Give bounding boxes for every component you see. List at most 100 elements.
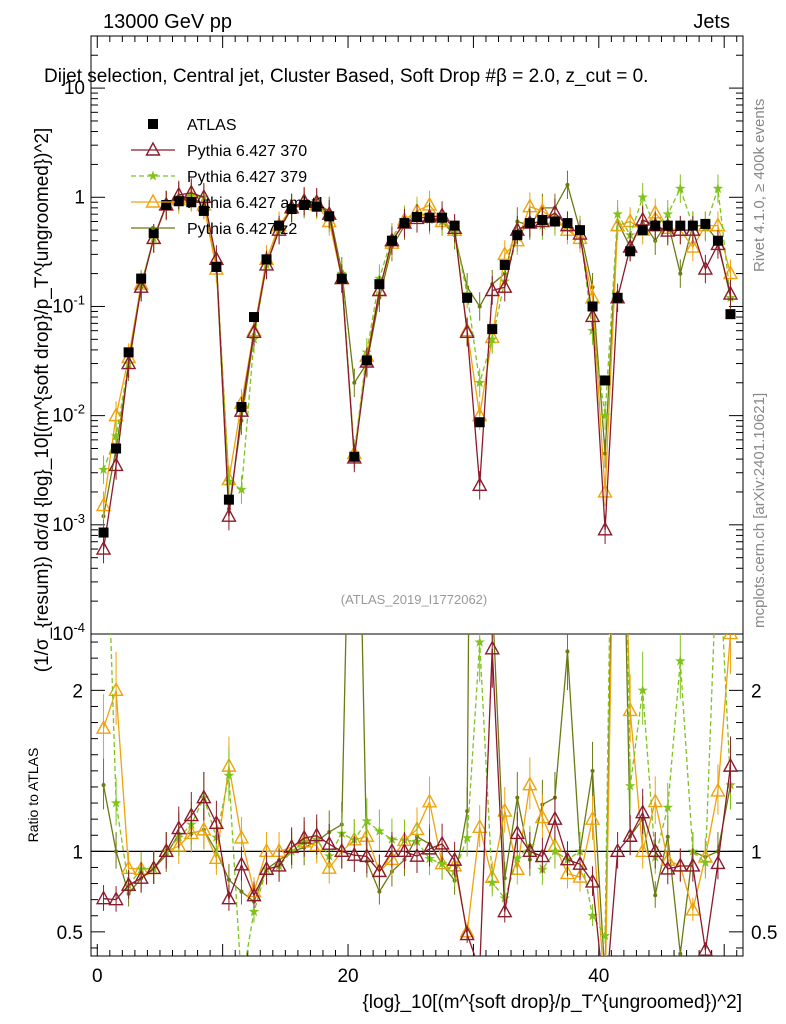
ratio-y-tick-label: 0.5 bbox=[57, 923, 83, 944]
y-tick-label: 10-2 bbox=[52, 402, 85, 427]
data-point bbox=[712, 235, 723, 246]
legend-marker bbox=[148, 119, 158, 129]
ratio-point bbox=[559, 865, 576, 880]
ratio-point bbox=[459, 926, 475, 941]
data-point bbox=[249, 312, 259, 323]
data-point bbox=[722, 285, 739, 300]
ratio-point bbox=[296, 829, 312, 844]
ratio-point bbox=[95, 719, 112, 734]
y-tick-label: 10-4 bbox=[52, 620, 85, 645]
ratio-point bbox=[171, 820, 187, 835]
data-point bbox=[324, 211, 335, 222]
ratio-point bbox=[465, 809, 470, 814]
ratio-point bbox=[271, 857, 287, 872]
data-point bbox=[110, 430, 122, 441]
ratio-data bbox=[95, 401, 739, 956]
ratio-point bbox=[675, 655, 686, 666]
ratio-point bbox=[374, 825, 385, 836]
data-point bbox=[612, 292, 623, 303]
ratio-point bbox=[208, 849, 225, 865]
data-point bbox=[424, 212, 435, 223]
ratio-point bbox=[722, 757, 739, 772]
data-point bbox=[650, 220, 661, 231]
ratio-y-axis-title: Ratio to ATLAS bbox=[25, 748, 41, 843]
legend-label: Pythia 6.427 ambt1 bbox=[187, 195, 325, 212]
data-point bbox=[497, 245, 513, 261]
ratio-point bbox=[110, 797, 122, 808]
ratio-point bbox=[208, 814, 225, 830]
ratio-point bbox=[512, 853, 523, 863]
data-point bbox=[484, 282, 500, 297]
data-point bbox=[437, 212, 448, 223]
main-data bbox=[95, 170, 739, 564]
ratio-point bbox=[461, 832, 473, 843]
data-point bbox=[196, 188, 212, 203]
ratio-point bbox=[490, 595, 494, 599]
ratio-point bbox=[584, 810, 601, 825]
rivet-label: Rivet 4.1.0, ≥ 400k events bbox=[751, 99, 768, 272]
ratio-point bbox=[622, 702, 638, 717]
ratio-point bbox=[515, 795, 520, 800]
x-axis-title: {log}_10[(m^{soft drop}/p_T^{ungroomed})… bbox=[362, 992, 742, 1013]
data-point bbox=[474, 377, 485, 388]
ratio-point bbox=[114, 849, 119, 854]
data-point bbox=[612, 208, 623, 219]
ratio-point bbox=[635, 804, 651, 819]
ratio-point bbox=[635, 842, 651, 858]
x-tick-label: 20 bbox=[337, 966, 358, 987]
legend-label: Pythia 6.427 z2 bbox=[187, 221, 297, 238]
series-line bbox=[102, 192, 732, 550]
data-point bbox=[95, 497, 112, 512]
ratio-point bbox=[590, 768, 595, 773]
ratio-series-pythia-6-427-370 bbox=[95, 634, 739, 956]
ratio-point bbox=[361, 815, 373, 826]
data-point bbox=[700, 218, 711, 229]
data-point bbox=[120, 355, 137, 370]
main-panel: 10-4 10-3 10-2 10-1 1 10 bbox=[52, 35, 744, 956]
data-point bbox=[98, 527, 109, 538]
ratio-point bbox=[98, 401, 109, 411]
series-line bbox=[102, 196, 732, 506]
ratio-point bbox=[434, 835, 450, 850]
data-point bbox=[712, 183, 724, 194]
data-point bbox=[625, 246, 636, 257]
data-point bbox=[111, 443, 122, 454]
ratio-y-tick-label: 2 bbox=[72, 681, 83, 702]
data-point bbox=[223, 494, 234, 505]
data-point bbox=[186, 197, 197, 208]
data-point bbox=[211, 261, 222, 272]
data-point bbox=[697, 260, 714, 275]
ratio-point bbox=[474, 636, 485, 647]
ratio-point bbox=[196, 789, 212, 804]
ratio-point bbox=[321, 859, 337, 874]
data-point bbox=[286, 204, 297, 215]
data-point bbox=[512, 230, 523, 241]
main-y-axis-title: (1/σ_{resum}) dσ/d {log}_10[(m^{soft dro… bbox=[32, 128, 53, 673]
ratio-point bbox=[226, 877, 231, 882]
data-point bbox=[133, 278, 149, 293]
ratio-point bbox=[246, 887, 262, 902]
ratio-point bbox=[710, 782, 726, 797]
data-point bbox=[609, 217, 626, 232]
ratio-point bbox=[565, 649, 570, 654]
legend-marker bbox=[145, 193, 161, 208]
ratio-point bbox=[133, 869, 149, 884]
data-point bbox=[497, 278, 513, 293]
data-point bbox=[575, 225, 585, 236]
data-point bbox=[236, 401, 247, 412]
ratio-y-tick-label-right: 2 bbox=[751, 681, 762, 702]
data-point bbox=[352, 380, 357, 385]
x-tick-label: 40 bbox=[588, 966, 609, 987]
data-point bbox=[562, 218, 573, 229]
data-point bbox=[600, 375, 611, 386]
ratio-point bbox=[722, 634, 739, 640]
ratio-point bbox=[183, 807, 199, 822]
data-point bbox=[459, 323, 475, 338]
data-point bbox=[148, 228, 159, 239]
data-point bbox=[123, 347, 134, 358]
data-point bbox=[261, 254, 272, 265]
data-point bbox=[597, 483, 613, 498]
data-point bbox=[361, 355, 372, 366]
ratio-point bbox=[258, 860, 275, 875]
